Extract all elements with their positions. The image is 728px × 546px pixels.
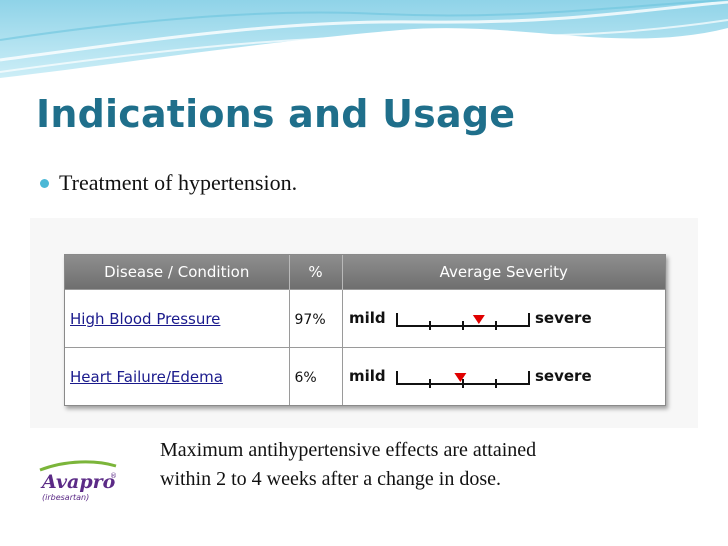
scale-high-label: severe xyxy=(535,367,592,385)
percent-cell: 6% xyxy=(289,347,343,405)
scale-low-label: mild xyxy=(349,367,386,385)
severity-scale: mild severe xyxy=(349,309,592,330)
severity-cell: mild severe xyxy=(342,289,665,348)
severity-marker xyxy=(472,314,485,324)
note-line-2: within 2 to 4 weeks after a change in do… xyxy=(160,468,502,490)
percent-cell: 97% xyxy=(289,289,343,348)
condition-cell: High Blood Pressure xyxy=(65,289,290,348)
slide-title: Indications and Usage xyxy=(36,92,516,136)
scale-low-label: mild xyxy=(349,309,386,327)
condition-link[interactable]: High Blood Pressure xyxy=(70,310,221,328)
table-row: High Blood Pressure 97% mild xyxy=(65,289,665,348)
condition-table: Disease / Condition % Average Severity H… xyxy=(64,254,666,406)
avapro-logo: Avapro ® (irbesartan) xyxy=(39,460,117,502)
bullet-text: Treatment of hypertension. xyxy=(59,170,298,195)
severity-cell: mild severe xyxy=(342,347,665,405)
header-wave-decoration xyxy=(0,0,728,78)
condition-link[interactable]: Heart Failure/Edema xyxy=(70,368,223,386)
percent-value: 6% xyxy=(294,370,317,386)
logo-brand-text: Avapro xyxy=(40,471,116,493)
bullet-dot-icon xyxy=(40,178,49,188)
logo-registered-mark: ® xyxy=(110,472,117,480)
scale-bar xyxy=(395,312,530,330)
condition-cell: Heart Failure/Edema xyxy=(65,347,290,405)
dose-note: Maximum antihypertensive effects are att… xyxy=(160,436,680,494)
logo-generic-text: (irbesartan) xyxy=(42,493,89,502)
percent-value: 97% xyxy=(294,312,326,328)
bullet-item: Treatment of hypertension. xyxy=(40,170,297,196)
table-header-row: Disease / Condition % Average Severity xyxy=(65,255,665,290)
note-line-1: Maximum antihypertensive effects are att… xyxy=(160,439,537,461)
header-condition: Disease / Condition xyxy=(65,255,290,290)
severity-marker xyxy=(453,372,466,382)
severity-scale: mild severe xyxy=(349,367,592,388)
scale-bar xyxy=(395,370,530,388)
header-percent: % xyxy=(289,255,343,290)
table-row: Heart Failure/Edema 6% mild xyxy=(65,347,665,405)
scale-high-label: severe xyxy=(535,309,592,327)
header-severity: Average Severity xyxy=(342,255,665,290)
